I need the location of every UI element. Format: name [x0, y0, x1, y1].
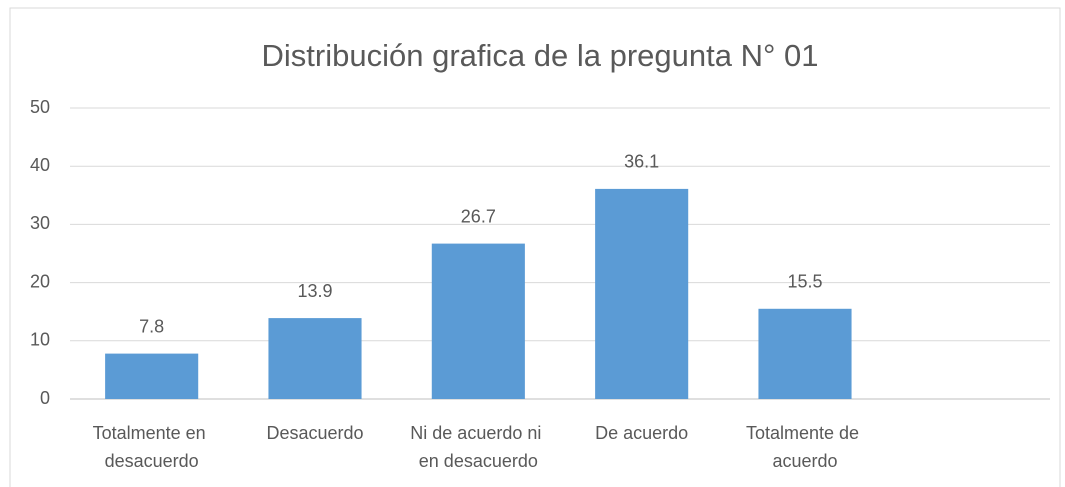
chart-frame — [9, 7, 1061, 487]
y-tick-label: 0 — [40, 388, 50, 408]
data-label: 7.8 — [139, 316, 164, 336]
x-tick-label: Totalmente en desacuerdo — [93, 423, 211, 471]
data-label: 26.7 — [461, 206, 496, 226]
bar — [758, 308, 852, 399]
data-label: 15.5 — [787, 272, 822, 292]
y-tick-label: 40 — [30, 155, 50, 175]
bar — [431, 243, 525, 399]
data-label: 13.9 — [297, 281, 332, 301]
x-tick-label: De acuerdo — [595, 423, 688, 443]
y-tick-label: 30 — [30, 213, 50, 233]
data-label: 36.1 — [624, 152, 659, 172]
bar — [595, 188, 689, 399]
y-tick-label: 10 — [30, 330, 50, 350]
bar — [268, 318, 362, 399]
x-tick-label: Ni de acuerdo ni en desacuerdo — [410, 423, 546, 471]
y-tick-label: 20 — [30, 271, 50, 291]
chart-title: Distribución grafica de la pregunta N° 0… — [262, 38, 819, 73]
bar — [105, 353, 199, 399]
x-tick-label: Totalmente de acuerdo — [746, 423, 864, 471]
x-tick-label: Desacuerdo — [266, 423, 363, 443]
y-tick-label: 50 — [30, 97, 50, 117]
